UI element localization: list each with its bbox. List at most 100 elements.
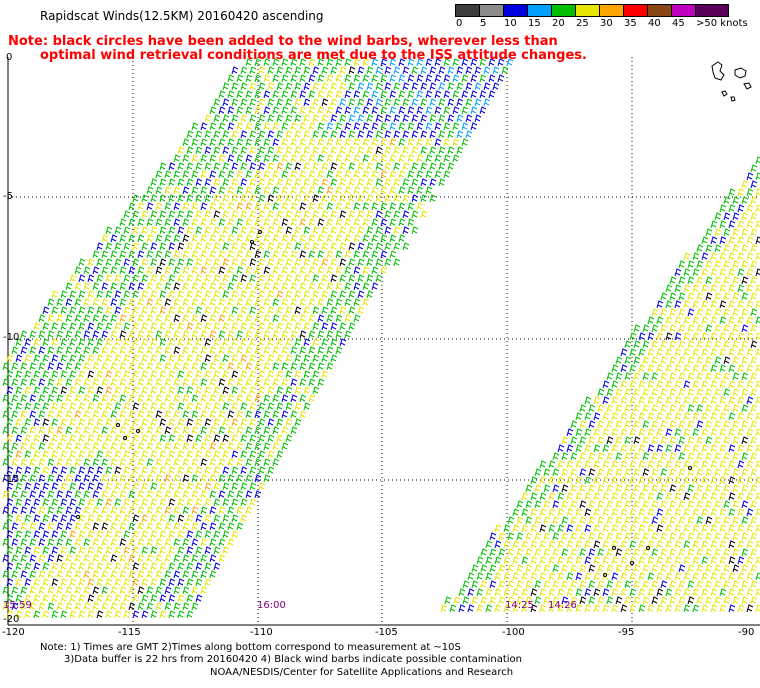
wind-barb	[290, 346, 298, 355]
wind-barb	[606, 484, 614, 493]
wind-barb	[348, 290, 356, 299]
wind-barb	[714, 356, 722, 365]
wind-barb	[177, 466, 185, 475]
wind-barb	[416, 186, 424, 195]
wind-barb	[366, 258, 374, 267]
wind-barb	[638, 572, 646, 581]
wind-barb	[611, 396, 619, 405]
wind-barb	[92, 554, 100, 563]
wind-barb	[308, 346, 316, 355]
wind-barb	[114, 482, 122, 491]
wind-barb	[213, 98, 221, 107]
wind-barb	[159, 242, 167, 251]
wind-barb	[543, 564, 551, 573]
wind-barb	[615, 452, 623, 461]
wind-barb	[195, 418, 203, 427]
wind-barb	[123, 274, 131, 283]
island-isabela	[711, 61, 725, 81]
wind-barb	[69, 546, 77, 555]
wind-barb	[276, 242, 284, 251]
wind-barb	[620, 396, 628, 405]
wind-barb	[597, 532, 605, 541]
wind-barb	[254, 250, 262, 259]
wind-barb	[56, 426, 64, 435]
wind-barb	[281, 58, 289, 67]
wind-barb	[534, 500, 542, 509]
wind-barb	[443, 138, 451, 147]
wind-barb	[593, 556, 601, 565]
wind-barb	[128, 298, 136, 307]
wind-barb	[683, 412, 691, 421]
wind-barb	[254, 138, 262, 147]
wind-barb	[516, 500, 524, 509]
wind-barb	[660, 420, 668, 429]
wind-barb	[294, 146, 302, 155]
wind-barb	[629, 348, 637, 357]
wind-barb	[611, 476, 619, 485]
wind-barb	[561, 452, 569, 461]
wind-barb	[96, 402, 104, 411]
wind-barb	[416, 58, 424, 67]
wind-barb	[267, 306, 275, 315]
wind-barb	[69, 370, 77, 379]
wind-barb	[173, 298, 181, 307]
wind-barb	[78, 546, 86, 555]
wind-barb	[218, 282, 226, 291]
wind-barb	[195, 274, 203, 283]
wind-barb	[258, 322, 266, 331]
wind-barb	[521, 524, 529, 533]
wind-barb	[47, 602, 55, 611]
wind-barb	[521, 508, 529, 517]
wind-barb	[746, 348, 754, 357]
wind-barb	[56, 410, 64, 419]
wind-barb	[620, 412, 628, 421]
wind-barb	[245, 442, 253, 451]
wind-barb	[227, 202, 235, 211]
wind-barb	[344, 314, 352, 323]
wind-barb	[137, 394, 145, 403]
wind-barb	[299, 346, 307, 355]
wind-barb	[665, 284, 673, 293]
wind-barb	[164, 250, 172, 259]
legend-label: 5	[480, 18, 487, 29]
wind-barb	[195, 242, 203, 251]
wind-barb	[155, 282, 163, 291]
wind-barb	[719, 540, 727, 549]
wind-barb	[411, 146, 419, 155]
wind-barb	[602, 604, 610, 613]
wind-barb	[398, 138, 406, 147]
wind-barb	[92, 250, 100, 259]
wind-barb	[683, 268, 691, 277]
wind-barb	[326, 250, 334, 259]
wind-barb	[155, 202, 163, 211]
wind-barb	[222, 274, 230, 283]
wind-barb	[335, 122, 343, 131]
wind-barb	[696, 484, 704, 493]
wind-barb	[465, 114, 473, 123]
wind-barb	[420, 194, 428, 203]
wind-barb	[348, 130, 356, 139]
wind-barb	[276, 322, 284, 331]
wind-barb	[723, 388, 731, 397]
wind-barb	[620, 348, 628, 357]
wind-barb	[479, 74, 487, 83]
wind-barb	[213, 450, 221, 459]
wind-barb	[402, 226, 410, 235]
wind-barb	[155, 426, 163, 435]
wind-barb	[339, 210, 347, 219]
wind-barb	[674, 540, 682, 549]
wind-barb	[267, 354, 275, 363]
wind-barb	[29, 570, 37, 579]
wind-barb	[416, 138, 424, 147]
wind-barb	[146, 410, 154, 419]
wind-barb	[141, 354, 149, 363]
wind-barb	[692, 332, 700, 341]
wind-barb	[452, 122, 460, 131]
legend-label: 25	[576, 18, 589, 29]
wind-barb	[146, 362, 154, 371]
wind-barb	[375, 66, 383, 75]
wind-barb	[249, 338, 257, 347]
wind-barb	[182, 138, 190, 147]
wind-barb	[155, 554, 163, 563]
wind-barb	[254, 202, 262, 211]
